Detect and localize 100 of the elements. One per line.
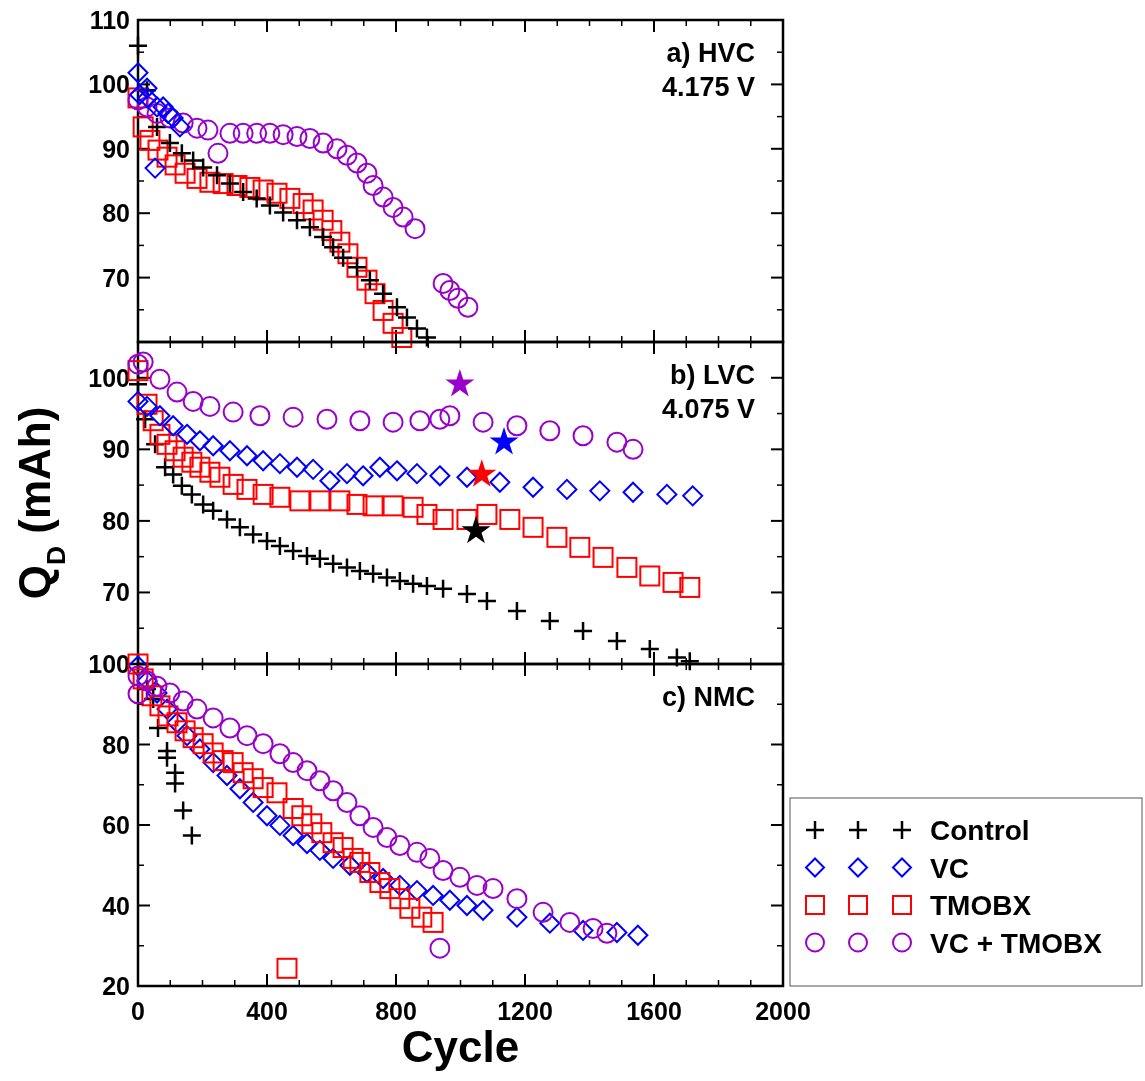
point <box>266 782 288 804</box>
point <box>272 124 294 146</box>
point <box>286 456 308 478</box>
y-tick-label: 110 <box>89 6 130 34</box>
point <box>309 490 331 512</box>
point <box>489 471 511 493</box>
point <box>186 167 208 189</box>
point <box>342 847 364 869</box>
point <box>296 545 318 567</box>
point <box>456 466 478 488</box>
point <box>406 841 428 863</box>
point <box>447 287 469 309</box>
y-tick-label: 80 <box>102 730 130 759</box>
point <box>311 822 333 844</box>
point <box>236 725 258 747</box>
point <box>679 576 701 598</box>
annotation: a) HVC <box>666 38 755 68</box>
point <box>291 805 313 827</box>
point <box>312 132 334 154</box>
point <box>422 884 444 906</box>
legend-label: Control <box>930 815 1030 846</box>
point <box>296 760 318 782</box>
point <box>416 503 438 525</box>
point <box>379 878 401 900</box>
legend-label: VC <box>930 852 969 884</box>
point <box>127 665 149 687</box>
point <box>382 411 404 433</box>
point <box>582 917 604 939</box>
point <box>149 405 171 427</box>
annotation: 4.075 V <box>661 394 755 424</box>
point <box>282 752 304 774</box>
point <box>216 764 238 786</box>
point <box>199 171 221 193</box>
point <box>282 798 304 819</box>
point <box>137 87 159 109</box>
point <box>457 296 479 318</box>
point <box>346 493 368 515</box>
point <box>372 186 394 208</box>
point <box>144 157 166 179</box>
point <box>156 433 178 455</box>
point <box>422 911 444 933</box>
point <box>404 218 426 240</box>
point <box>146 96 168 118</box>
point <box>202 742 224 764</box>
point <box>456 895 478 916</box>
point <box>399 897 421 919</box>
annotation: c) NMC <box>662 682 755 712</box>
point <box>189 456 211 478</box>
point <box>266 182 288 204</box>
point <box>329 231 351 253</box>
point <box>127 353 149 375</box>
point <box>182 390 204 412</box>
y-tick-label: 100 <box>88 650 130 678</box>
point <box>296 833 318 855</box>
point <box>411 906 433 928</box>
point <box>249 405 271 427</box>
point <box>166 381 188 403</box>
point <box>222 401 244 423</box>
annotation: 4.175 V <box>661 72 755 102</box>
point <box>439 405 461 427</box>
point <box>186 698 208 720</box>
point <box>372 283 394 304</box>
point <box>356 162 378 184</box>
point <box>539 610 561 632</box>
point <box>139 129 161 151</box>
point <box>506 906 528 928</box>
point <box>239 176 261 198</box>
point <box>279 187 301 209</box>
x-tick-label: 2000 <box>755 997 811 1025</box>
point <box>556 478 578 500</box>
point <box>337 243 359 265</box>
point <box>209 466 231 488</box>
point <box>182 727 204 749</box>
point <box>376 567 398 588</box>
legend-label: VC + TMOBX <box>930 927 1103 959</box>
point <box>219 717 241 739</box>
point <box>312 209 334 231</box>
point <box>242 791 264 813</box>
point <box>522 476 544 498</box>
point <box>189 738 211 760</box>
point <box>336 791 358 813</box>
point <box>472 899 494 921</box>
point <box>606 630 628 652</box>
point <box>212 173 234 195</box>
point <box>256 530 278 552</box>
point <box>439 889 461 911</box>
point <box>149 423 171 445</box>
point <box>352 465 374 487</box>
point <box>172 800 194 821</box>
point <box>466 874 488 896</box>
point <box>252 450 274 472</box>
point <box>627 924 649 946</box>
point <box>362 495 384 517</box>
x-tick-label: 1200 <box>497 997 553 1025</box>
point <box>256 805 278 827</box>
point <box>402 573 424 595</box>
point <box>406 880 428 902</box>
point <box>242 768 264 790</box>
point <box>309 839 331 861</box>
point <box>522 516 544 538</box>
